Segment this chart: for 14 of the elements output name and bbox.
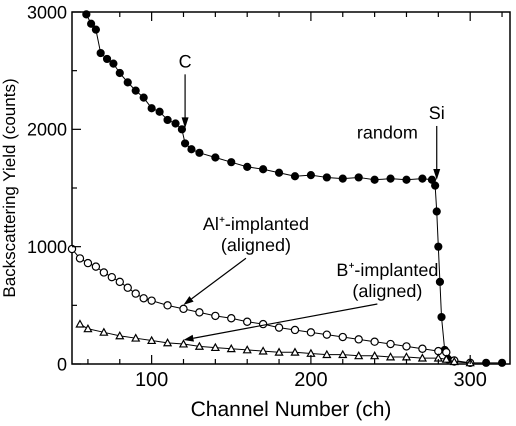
y-tick-label: 3000 [26, 2, 67, 22]
annotation: Si [428, 102, 445, 123]
text: B⁺-implanted (aligned) [336, 260, 438, 301]
x-axis-title: Channel Number (ch) [190, 398, 392, 421]
annotation: C [178, 51, 192, 72]
x-tick-label: 300 [453, 369, 487, 391]
y-tick-label: 0 [56, 354, 67, 374]
x-tick-label: 200 [294, 369, 328, 391]
y-tick-label: 2000 [26, 120, 67, 140]
series-label: random [356, 122, 418, 143]
x-tick-label: 100 [134, 369, 168, 391]
y-tick-label: 1000 [26, 236, 67, 257]
text: Al⁺-implanted (aligned) [202, 214, 309, 256]
y-axis-title: Backscattering Yield (counts) [0, 78, 19, 298]
